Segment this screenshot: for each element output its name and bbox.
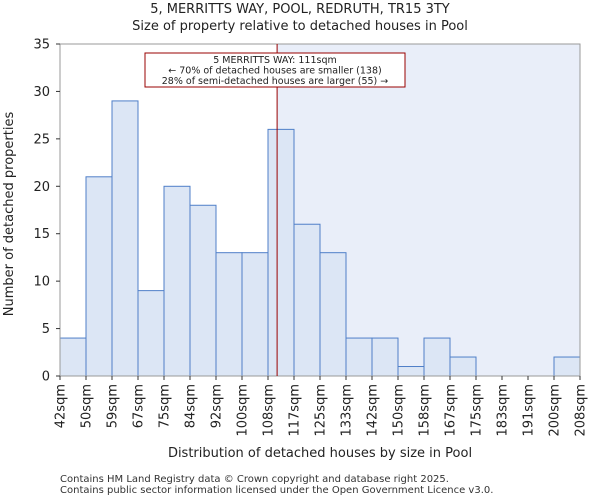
x-tick-label: 75sqm [158,384,173,428]
histogram-bar [163,185,191,377]
histogram-bar [59,337,87,377]
y-tick-label: 30 [33,85,50,100]
footer-copyright: Contains HM Land Registry data © Crown c… [60,474,449,485]
x-tick-label: 183sqm [496,384,511,437]
histogram-bar [371,337,399,377]
annotation-line-2: ← 70% of detached houses are smaller (13… [168,66,381,77]
y-tick-label: 35 [33,38,50,53]
x-tick-label: 100sqm [236,384,251,437]
y-tick-label: 0 [42,370,50,385]
y-axis-label: Number of detached properties [2,112,17,317]
histogram-bar [137,290,165,377]
histogram-bar [267,128,295,377]
x-tick-label: 84sqm [184,384,199,428]
histogram-bar [397,366,425,377]
x-tick-label: 108sqm [262,384,277,437]
histogram-bar [85,176,113,377]
x-tick-label: 167sqm [444,384,459,437]
histogram-bar [319,252,347,377]
x-tick-label: 50sqm [80,384,95,428]
histogram-bar [189,204,217,377]
x-tick-label: 42sqm [54,384,69,428]
x-tick-label: 142sqm [366,384,381,437]
histogram-bar [293,223,321,377]
histogram-bar [111,100,139,377]
x-tick-label: 125sqm [314,384,329,437]
x-tick-label: 133sqm [340,384,355,437]
x-tick-label: 191sqm [522,384,537,437]
annotation-box [144,52,406,88]
x-axis-label: Distribution of detached houses by size … [168,446,472,461]
footer-licence: Contains public sector information licen… [60,485,494,496]
histogram-bar [553,356,581,377]
chart-subtitle: Size of property relative to detached ho… [132,19,468,34]
x-tick-label: 59sqm [106,384,121,428]
histogram-bar [345,337,373,377]
y-tick-label: 10 [33,275,50,290]
x-tick-label: 117sqm [288,384,303,437]
annotation-line-1: 5 MERRITTS WAY: 111sqm [213,55,337,66]
annotation-line-3: 28% of semi-detached houses are larger (… [162,76,389,87]
chart-title: 5, MERRITTS WAY, POOL, REDRUTH, TR15 3TY [150,2,450,17]
histogram-bar [241,252,269,377]
x-tick-label: 150sqm [392,384,407,437]
x-tick-label: 67sqm [132,384,147,428]
x-tick-label: 208sqm [574,384,589,437]
y-tick-label: 15 [33,227,50,242]
x-tick-label: 92sqm [210,384,225,428]
y-tick-label: 5 [42,322,50,337]
x-tick-label: 200sqm [548,384,563,437]
y-tick-label: 25 [33,132,50,147]
x-tick-label: 175sqm [470,384,485,437]
y-tick-label: 20 [33,180,50,195]
x-tick-label: 158sqm [418,384,433,437]
histogram-bar [449,356,477,377]
histogram-bar [215,252,243,377]
histogram-bar [423,337,451,377]
